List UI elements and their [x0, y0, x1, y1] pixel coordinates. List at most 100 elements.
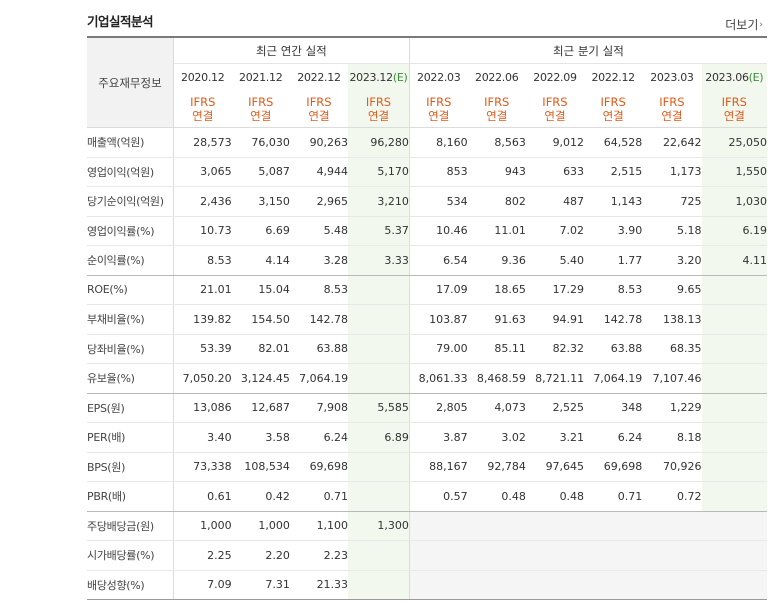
consolidated-label: 연결	[723, 108, 745, 123]
table-cell	[348, 275, 410, 305]
more-link[interactable]: 더보기 ›	[725, 16, 763, 33]
period-header: 2022.12	[290, 64, 348, 91]
table-cell: 3.28	[289, 245, 349, 276]
table-cell: 5,585	[348, 393, 410, 423]
table-cell: 22,642	[642, 127, 702, 158]
table-cell: 5.40	[525, 245, 585, 276]
row-label: 영업이익(억원)	[87, 157, 174, 187]
table-cell: 7,908	[289, 393, 349, 423]
table-cell: 4,944	[289, 157, 349, 187]
table-cell: 534	[409, 186, 468, 217]
table-cell: 3.02	[467, 422, 526, 453]
table-cell	[584, 540, 643, 571]
table-cell: 6.19	[701, 216, 767, 246]
table-cell: 0.72	[642, 481, 702, 512]
table-cell: 2,805	[409, 393, 468, 423]
ifrs-label: IFRS	[484, 94, 510, 109]
table-cell: 3,065	[173, 157, 232, 187]
table-cell: 3.33	[348, 245, 410, 276]
table-cell	[701, 393, 767, 423]
ifrs-label: IFRS	[659, 94, 685, 109]
ifrs-label: IFRS	[721, 94, 747, 109]
table-cell: 7,107.46	[642, 363, 702, 394]
ifrs-label: IFRS	[306, 94, 332, 109]
table-cell: 142.78	[584, 304, 643, 335]
row-label: 당기순이익(억원)	[87, 186, 174, 217]
consolidated-label: 연결	[367, 108, 390, 123]
table-cell: 70,926	[642, 452, 702, 482]
table-cell: 6.24	[289, 422, 349, 453]
period-header: 2023.06(E)	[701, 63, 767, 90]
table-cell: 10.73	[173, 216, 232, 246]
table-cell	[467, 511, 526, 541]
table-cell: 6.89	[348, 422, 410, 453]
period-label: 2023.03	[650, 70, 694, 84]
table-cell: 5.37	[348, 216, 410, 246]
table-cell: 3.21	[525, 422, 585, 453]
period-label: 2022.09	[533, 70, 577, 84]
table-cell: 9.36	[467, 245, 526, 276]
table-cell: 10.46	[409, 216, 468, 246]
table-cell: 91.63	[467, 304, 526, 335]
table-cell: 5.48	[289, 216, 349, 246]
ifrs-basis: IFRS 연결	[231, 90, 290, 128]
ifrs-label: IFRS	[248, 94, 274, 109]
table-cell	[467, 570, 526, 600]
table-cell: 8.53	[584, 275, 643, 305]
row-label: 순이익률(%)	[87, 245, 174, 276]
estimate-mark: (E)	[748, 70, 764, 84]
table-cell	[348, 363, 410, 394]
table-cell: 3,150	[231, 186, 290, 217]
period-header: 2022.12	[584, 64, 642, 91]
table-cell: 69,698	[584, 452, 643, 482]
table-cell: 0.48	[525, 481, 585, 512]
table-cell: 2,965	[289, 186, 349, 217]
table-cell: 90,263	[289, 127, 349, 158]
ifrs-basis: IFRS 연결	[289, 90, 349, 128]
table-cell	[348, 452, 410, 482]
table-cell	[409, 540, 468, 571]
table-cell: 853	[409, 157, 468, 187]
table-cell: 142.78	[289, 304, 349, 335]
estimate-mark: (E)	[392, 70, 408, 84]
ifrs-label: IFRS	[426, 94, 452, 109]
group-annual: 최근 연간 실적	[173, 36, 410, 64]
table-cell: 13,086	[173, 393, 232, 423]
table-cell: 7.09	[173, 570, 232, 600]
table-cell	[409, 511, 468, 541]
table-cell: 8,721.11	[525, 363, 585, 394]
table-cell	[584, 570, 643, 600]
table-cell	[525, 540, 585, 571]
table-cell	[701, 363, 767, 394]
period-label: 2021.12	[239, 70, 283, 84]
table-row: BPS(원) 73,338 108,534 69,698 88,167 92,784 97,…	[87, 452, 767, 482]
table-cell	[701, 481, 767, 512]
table-cell	[348, 540, 410, 571]
table-cell: 0.48	[467, 481, 526, 512]
table-cell: 1,100	[289, 511, 349, 541]
section-title: 기업실적분석	[87, 14, 154, 29]
row-label: 배당성향(%)	[87, 570, 174, 600]
table-cell: 3.40	[173, 422, 232, 453]
table-cell	[348, 570, 410, 600]
table-cell: 64,528	[584, 127, 643, 158]
table-cell	[642, 540, 702, 571]
table-cell: 108,534	[231, 452, 290, 482]
table-cell	[348, 334, 410, 364]
table-cell: 8,563	[467, 127, 526, 158]
table-row: 영업이익률(%) 10.73 6.69 5.48 5.37 10.46 11.01 7.02 3…	[87, 216, 767, 246]
table-cell: 0.71	[584, 481, 643, 512]
table-cell: 21.01	[173, 275, 232, 305]
table-cell	[584, 511, 643, 541]
ifrs-basis: IFRS 연결	[348, 90, 410, 128]
table-cell	[701, 275, 767, 305]
more-label: 더보기	[725, 18, 759, 32]
row-label: 유보율(%)	[87, 363, 174, 394]
consolidated-label: 연결	[661, 108, 683, 123]
period-label: 2023.06	[705, 70, 749, 84]
table-cell: 5,087	[231, 157, 290, 187]
row-label: PER(배)	[87, 422, 174, 453]
table-cell	[701, 334, 767, 364]
table-row: PER(배) 3.40 3.58 6.24 6.89 3.87 3.02 3.21 6.24 8.…	[87, 422, 767, 453]
table-row: 주당배당금(원) 1,000 1,000 1,100 1,300	[87, 511, 767, 541]
